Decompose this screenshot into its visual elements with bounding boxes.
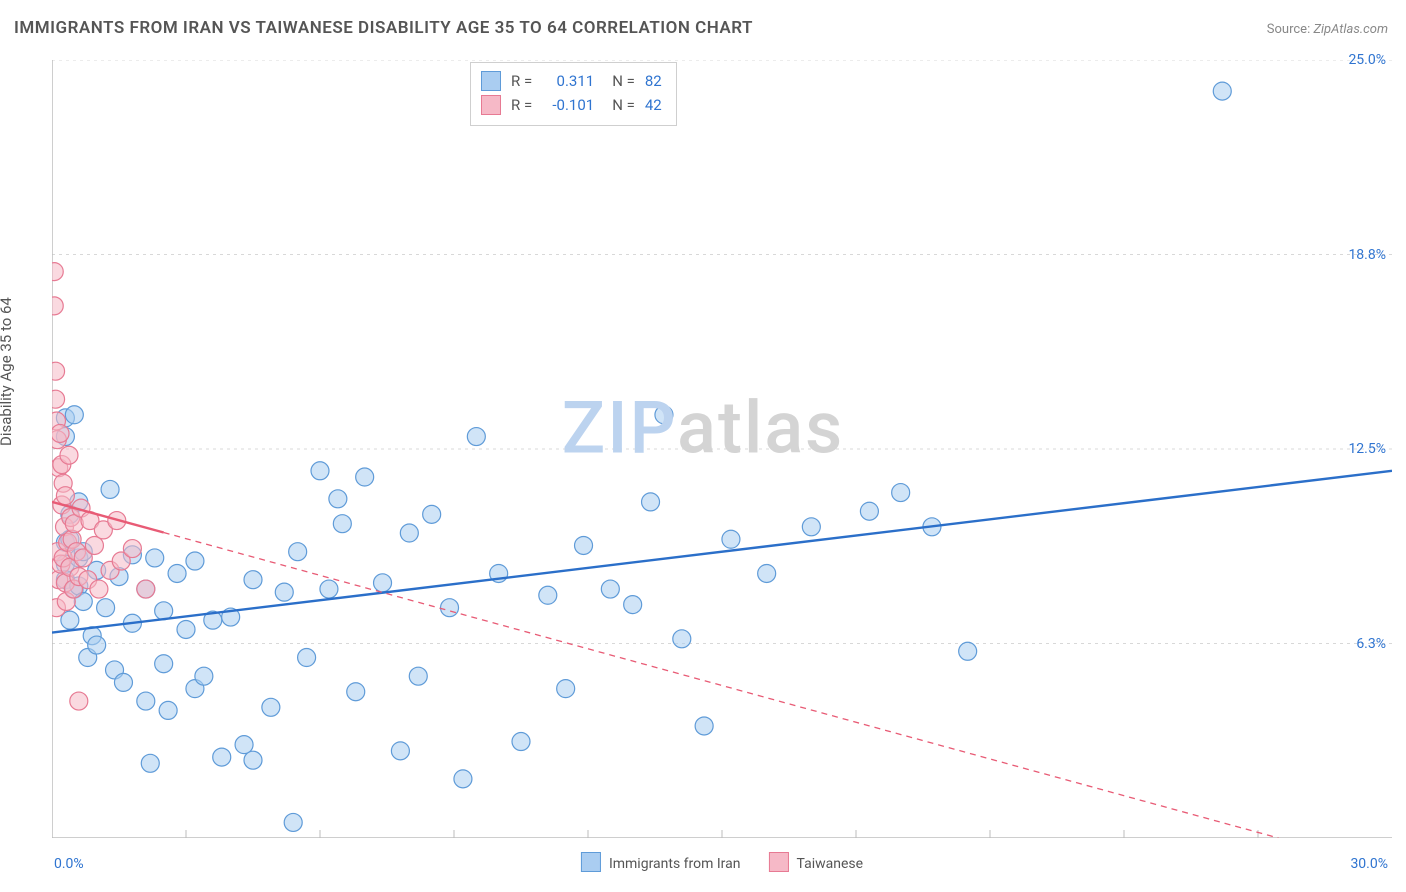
source-label: Source: [1267, 22, 1310, 37]
chart-title: IMMIGRANTS FROM IRAN VS TAIWANESE DISABI… [14, 18, 753, 38]
r-label: R = [511, 93, 532, 117]
n-label: N = [612, 93, 635, 117]
r-value: -0.101 [542, 93, 594, 117]
correlation-row: R = 0.311 N = 82 [481, 69, 662, 93]
n-value: 82 [645, 69, 662, 93]
series-swatch [481, 71, 501, 91]
correlation-row: R = -0.101 N = 42 [481, 93, 662, 117]
r-value: 0.311 [542, 69, 594, 93]
legend-item: Immigrants from Iran [581, 852, 741, 872]
legend-item: Taiwanese [769, 852, 864, 872]
n-label: N = [612, 69, 635, 93]
legend-swatch [769, 852, 789, 872]
n-value: 42 [645, 93, 662, 117]
chart-frame: IMMIGRANTS FROM IRAN VS TAIWANESE DISABI… [0, 0, 1406, 892]
x-axis-labels: 0.0% Immigrants from Iran Taiwanese 30.0% [52, 850, 1392, 880]
scatter-chart [52, 60, 1392, 838]
correlation-legend-box: R = 0.311 N = 82 R = -0.101 N = 42 [470, 62, 677, 126]
source-attribution: Source: ZipAtlas.com [1267, 22, 1388, 37]
y-tick-label: 6.3% [1356, 636, 1386, 652]
series-legend: Immigrants from Iran Taiwanese [581, 852, 863, 872]
legend-label: Taiwanese [797, 856, 864, 872]
y-tick-label: 18.8% [1348, 247, 1386, 263]
series-swatch [481, 95, 501, 115]
source-value: ZipAtlas.com [1313, 22, 1388, 37]
y-axis-label: Disability Age 35 to 64 [0, 297, 15, 446]
legend-swatch [581, 852, 601, 872]
legend-label: Immigrants from Iran [609, 856, 741, 872]
y-tick-label: 12.5% [1348, 441, 1386, 457]
y-tick-label: 25.0% [1348, 52, 1386, 68]
x-axis-min-label: 0.0% [54, 856, 84, 872]
r-label: R = [511, 69, 532, 93]
x-axis-max-label: 30.0% [1350, 856, 1388, 872]
